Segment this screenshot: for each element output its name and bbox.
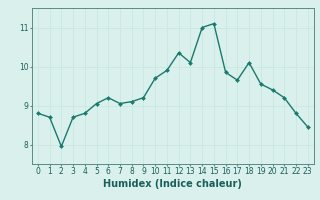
X-axis label: Humidex (Indice chaleur): Humidex (Indice chaleur) xyxy=(103,179,242,189)
